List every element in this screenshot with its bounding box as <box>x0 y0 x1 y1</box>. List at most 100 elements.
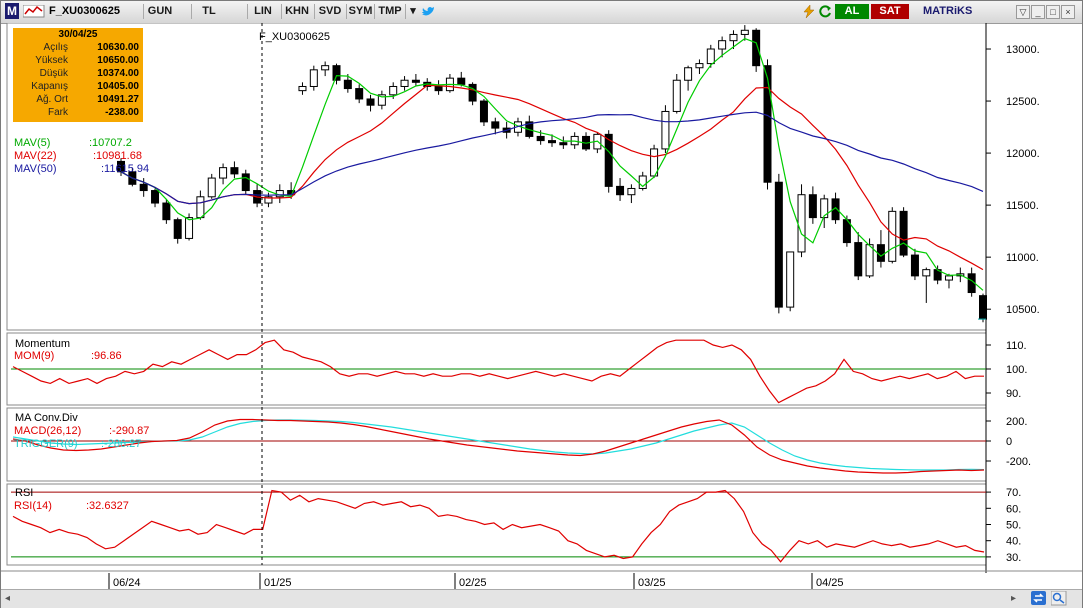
scroll-left-icon[interactable]: ◂ <box>5 593 11 604</box>
legend-mom-name[interactable]: MOM(9) <box>14 350 55 362</box>
candle-body <box>207 177 216 198</box>
candle-body <box>706 48 715 65</box>
rsi-line <box>12 489 985 563</box>
scale-button[interactable]: LIN <box>247 4 278 19</box>
macd-line <box>12 418 985 474</box>
y-tick-label: 100. <box>1006 364 1027 376</box>
candle-body <box>661 110 670 150</box>
info-label: Kapanış <box>31 81 68 92</box>
period-button[interactable]: GUN <box>143 4 176 19</box>
candle-body <box>241 173 250 192</box>
candle-body <box>854 242 863 277</box>
info-label: Fark <box>48 107 68 118</box>
sync-icon[interactable] <box>1031 591 1047 606</box>
brand-label: MATRiKS <box>923 5 973 17</box>
candle-body <box>309 69 318 87</box>
y-tick-label: 10500. <box>1006 304 1040 316</box>
info-value: -238.00 <box>105 107 139 118</box>
candle-body <box>786 251 795 308</box>
candle-body <box>332 65 341 81</box>
candle-body <box>831 198 840 221</box>
twitter-icon[interactable] <box>421 6 435 17</box>
candle-body <box>321 65 330 71</box>
candle-body <box>888 210 897 262</box>
sym-button[interactable]: SYM <box>346 4 374 19</box>
legend-rsi-value: :32.6327 <box>86 500 129 512</box>
legend-mav50-value: :11615.94 <box>101 163 150 175</box>
info-label: Açılış <box>43 42 68 53</box>
candle-body <box>876 244 885 262</box>
rsi-title: RSI <box>15 487 34 499</box>
momentum-title: Momentum <box>15 338 71 350</box>
candle-body <box>729 33 738 42</box>
candle-body <box>616 185 625 196</box>
y-tick-label: 11500. <box>1006 200 1039 212</box>
momentum-line <box>12 339 984 404</box>
candle-body <box>559 142 568 146</box>
info-row-close: Kapanış 10405.00 <box>13 80 143 93</box>
info-row-low: Düşük 10374.00 <box>13 67 143 80</box>
candle-body <box>434 85 443 92</box>
close-icon[interactable]: × <box>1061 5 1075 19</box>
buy-button[interactable]: AL <box>835 4 869 19</box>
candle-body <box>910 254 919 277</box>
candle-body <box>695 63 704 69</box>
matriks-logo: M <box>5 3 19 19</box>
candle-body <box>638 175 647 189</box>
x-tick-label: 01/25 <box>264 577 292 589</box>
candle-body <box>151 190 160 204</box>
svd-button[interactable]: SVD <box>314 4 345 19</box>
info-row-avg: Ağ. Ort 10491.27 <box>13 93 143 106</box>
info-row-high: Yüksek 10650.00 <box>13 54 143 67</box>
sell-button[interactable]: SAT <box>871 4 909 19</box>
info-value: 10630.00 <box>97 42 139 53</box>
candle-body <box>536 135 545 142</box>
candle-body <box>684 67 693 81</box>
candle-body <box>457 77 466 85</box>
currency-button[interactable]: TL <box>191 4 226 19</box>
tmp-button[interactable]: TMP <box>374 4 405 19</box>
legend-mav5-value: :10707.2 <box>89 137 132 149</box>
mav5-line <box>120 37 984 291</box>
legend-mav5-name[interactable]: MAV(5) <box>14 137 51 149</box>
dropdown-arrow-icon[interactable]: ▾ <box>405 4 420 19</box>
x-tick-label: 06/24 <box>113 577 141 589</box>
lightning-icon[interactable] <box>803 5 815 18</box>
candle-body <box>468 83 477 102</box>
legend-mav50-name[interactable]: MAV(50) <box>14 163 57 175</box>
legend-trigger-name[interactable]: TRIGGER(9) <box>14 438 78 450</box>
refresh-icon[interactable] <box>819 5 832 18</box>
y-tick-label: 13000. <box>1006 44 1040 56</box>
toolbar: M F_XU0300625 GUN TL LIN KHN SVD SYM TMP… <box>1 1 1082 24</box>
minimize-icon[interactable]: _ <box>1031 5 1045 19</box>
y-tick-label: -200. <box>1006 456 1031 468</box>
khn-button[interactable]: KHN <box>281 4 312 19</box>
symbol-label[interactable]: F_XU0300625 <box>49 5 120 17</box>
y-tick-label: 0 <box>1006 436 1012 448</box>
mav22-line <box>120 84 984 271</box>
y-tick-label: 40. <box>1006 536 1021 548</box>
maximize-icon[interactable]: □ <box>1046 5 1060 19</box>
chart-type-icon[interactable] <box>23 5 45 18</box>
legend-mav22-name[interactable]: MAV(22) <box>14 150 57 162</box>
legend-mav22-value: :10981.68 <box>93 150 142 162</box>
chart-symbol-label: F_XU0300625 <box>259 31 330 43</box>
scroll-right-icon[interactable]: ▸ <box>1011 593 1017 604</box>
info-label: Düşük <box>39 68 68 79</box>
candle-body <box>865 244 874 277</box>
bottom-scrollbar[interactable]: ◂ ▸ <box>1 589 1082 608</box>
candle-body <box>162 202 171 221</box>
info-date: 30/04/25 <box>58 29 98 40</box>
y-tick-label: 50. <box>1006 520 1021 532</box>
candle-body <box>808 194 817 219</box>
zoom-icon[interactable] <box>1051 591 1067 606</box>
chart-area[interactable]: 13000. 12500. 12000. 11500. 11000. 10500. 110.… <box>1 23 1082 589</box>
candle-body <box>389 85 398 96</box>
legend-rsi-name[interactable]: RSI(14) <box>14 500 52 512</box>
info-row-open: Açılış 10630.00 <box>13 41 143 54</box>
candle-body <box>752 29 761 67</box>
legend-macd-name[interactable]: MACD(26,12) <box>14 425 82 437</box>
candle-body <box>548 140 556 144</box>
menu-icon[interactable]: ▽ <box>1016 5 1030 19</box>
